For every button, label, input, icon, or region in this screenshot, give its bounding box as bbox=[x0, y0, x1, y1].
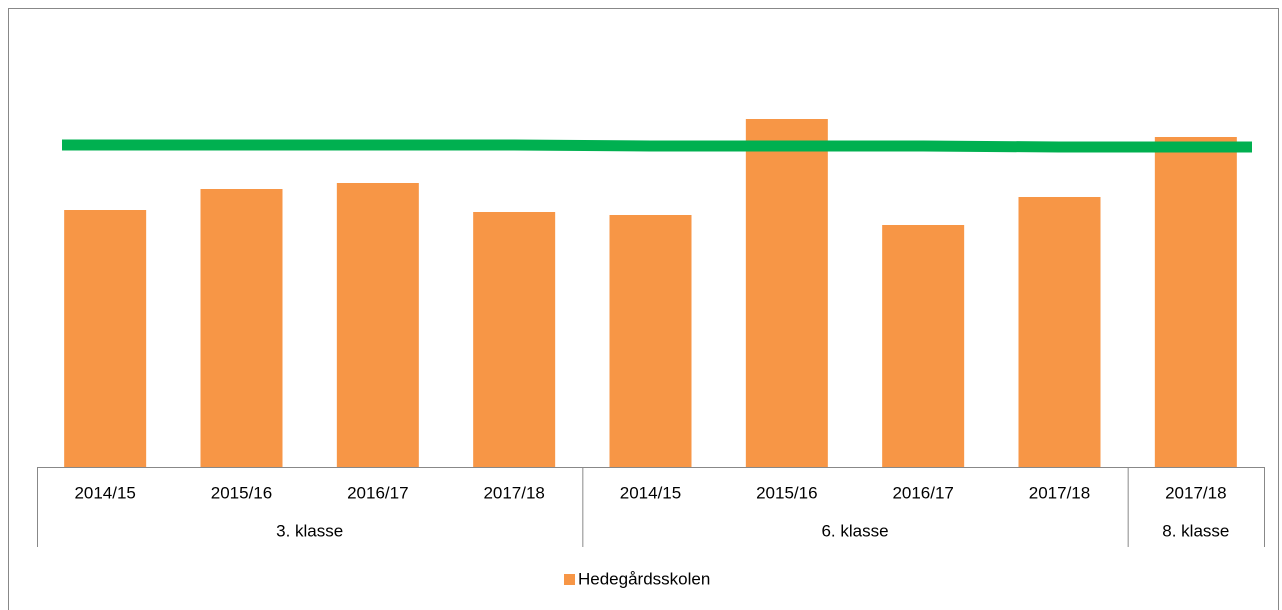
bar bbox=[1018, 197, 1101, 467]
bar bbox=[336, 183, 419, 467]
x-tick-label: 2014/15 bbox=[74, 483, 135, 502]
bar bbox=[200, 189, 283, 467]
bar bbox=[745, 119, 828, 467]
bar bbox=[473, 212, 556, 467]
bar bbox=[609, 215, 692, 467]
legend-swatch bbox=[564, 574, 575, 585]
x-tick-label: 2016/17 bbox=[347, 483, 408, 502]
x-tick-label: 2015/16 bbox=[211, 483, 272, 502]
legend-label: Hedegårdsskolen bbox=[578, 569, 710, 588]
bar bbox=[1154, 137, 1237, 467]
x-tick-label: 2014/15 bbox=[620, 483, 681, 502]
x-tick-label: 2017/18 bbox=[483, 483, 544, 502]
bar bbox=[64, 210, 147, 467]
reference-line bbox=[62, 139, 1252, 153]
x-tick-label: 2017/18 bbox=[1165, 483, 1226, 502]
x-tick-label: 2015/16 bbox=[756, 483, 817, 502]
bar bbox=[882, 225, 965, 467]
group-label: 8. klasse bbox=[1162, 521, 1229, 540]
x-tick-label: 2016/17 bbox=[892, 483, 953, 502]
x-tick-label: 2017/18 bbox=[1029, 483, 1090, 502]
group-label: 3. klasse bbox=[276, 521, 343, 540]
group-label: 6. klasse bbox=[821, 521, 888, 540]
